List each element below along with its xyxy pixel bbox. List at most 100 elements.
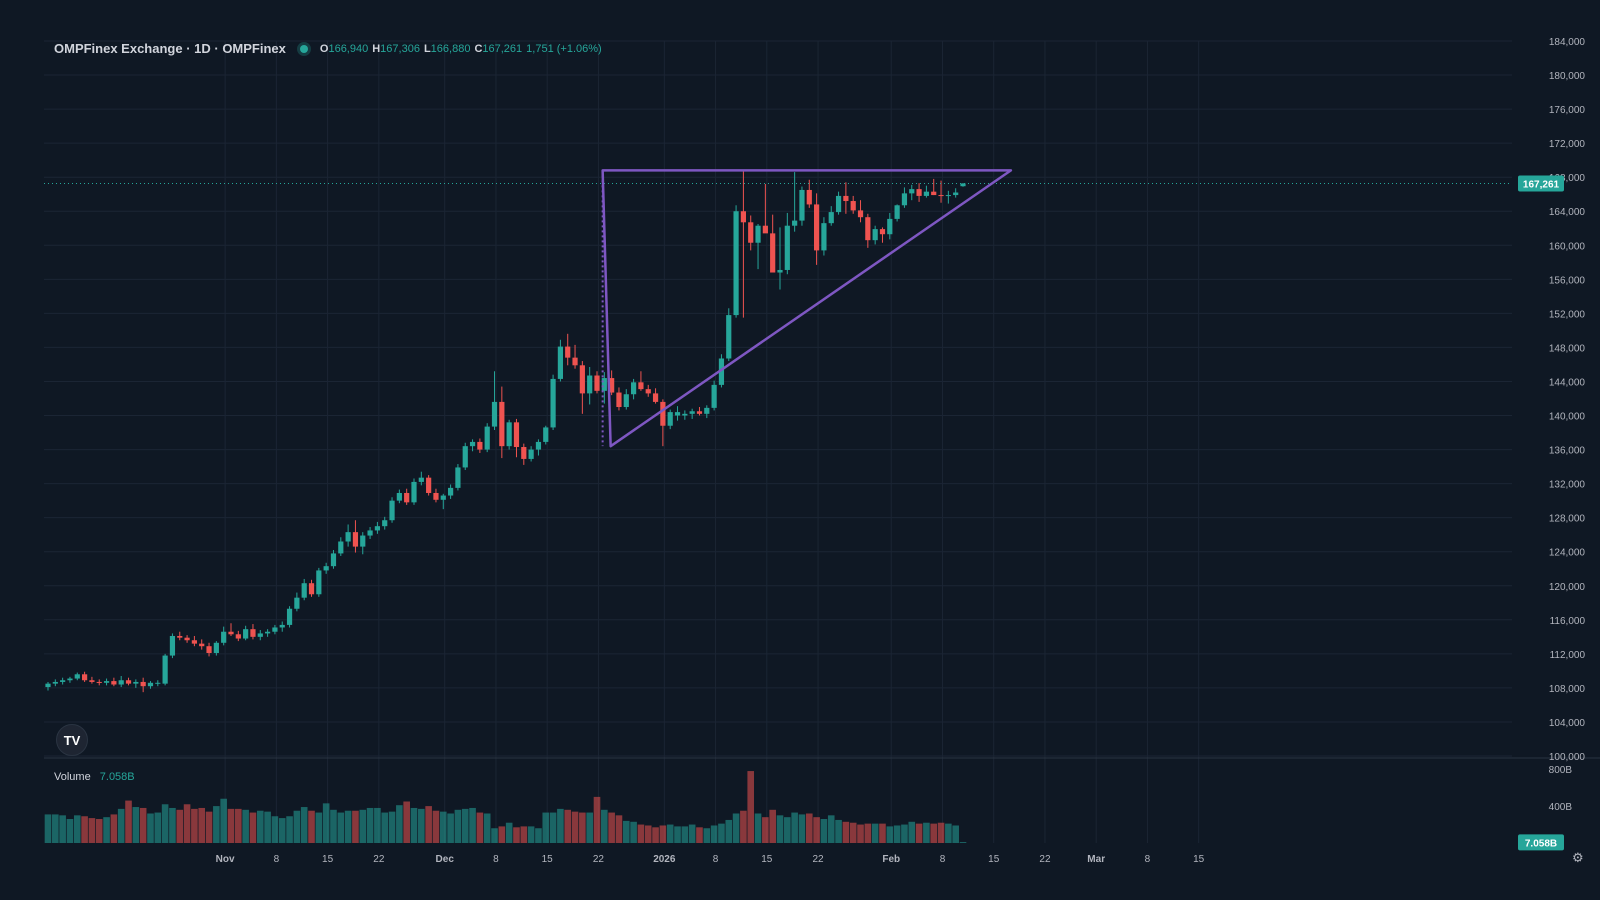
volume-bar	[776, 815, 784, 843]
ascending-triangle	[601, 169, 1013, 448]
volume-bar	[871, 823, 879, 843]
volume-bar	[498, 826, 506, 843]
candle-body	[711, 384, 717, 408]
y-tick-label: 112,000	[1550, 650, 1586, 661]
candle-body	[243, 629, 249, 639]
volume-bar	[505, 822, 513, 843]
volume-bar	[952, 825, 959, 843]
volume-bar	[59, 815, 66, 843]
candle-body	[462, 446, 468, 468]
close-value: 167,261	[482, 42, 523, 55]
volume-bar	[366, 807, 374, 843]
candle-body	[945, 195, 951, 197]
candle-body	[857, 210, 864, 218]
volume-bar	[330, 809, 337, 843]
candle-body	[740, 211, 746, 223]
volume-bar	[805, 813, 813, 843]
candle-body	[718, 358, 725, 385]
volume-bar	[740, 810, 747, 843]
volume-bar	[491, 828, 498, 843]
volume-legend[interactable]: Volume 7.058B	[54, 771, 135, 783]
candle-body	[74, 674, 80, 679]
y-tick-label: 168,000	[1549, 173, 1586, 184]
volume-bar	[359, 809, 367, 843]
volume-bar	[630, 821, 637, 843]
volume-bar	[454, 809, 462, 843]
volume-bar	[73, 815, 81, 843]
candle-body	[118, 680, 124, 685]
volume-bar	[718, 823, 725, 843]
y-tick-label: 152,000	[1549, 309, 1586, 320]
candle-body	[484, 426, 490, 450]
volume-bar	[432, 810, 440, 843]
volume-bar	[644, 825, 652, 843]
market-status-icon	[299, 44, 308, 53]
volume-bar	[586, 812, 593, 843]
volume-bar	[410, 807, 418, 843]
candle-body	[448, 487, 454, 496]
last-price-label: 167,261	[1523, 179, 1560, 190]
volume-bar	[674, 826, 681, 843]
volume-bar	[476, 812, 484, 843]
volume-bar	[754, 813, 762, 843]
symbol-title[interactable]: OMPFinex Exchange · 1D · OMPFinex	[54, 41, 286, 56]
candle-body	[323, 566, 329, 571]
y-tick-label: 108,000	[1549, 684, 1586, 695]
volume-bar	[769, 809, 776, 843]
candle-body	[367, 530, 373, 536]
candle-body	[850, 201, 856, 211]
volume-bar	[396, 805, 403, 843]
candle-body	[82, 674, 88, 681]
volume-bar	[849, 822, 857, 843]
volume-bar	[439, 811, 447, 843]
candle-body	[528, 449, 534, 459]
volume-bar	[827, 815, 835, 843]
x-tick-label: 15	[988, 854, 1000, 865]
volume-bar	[791, 812, 798, 843]
y-tick-label: 116,000	[1550, 616, 1586, 627]
volume-bar	[513, 827, 520, 843]
volume-bar	[176, 809, 184, 843]
volume-bar	[132, 807, 140, 843]
volume-bar	[652, 827, 659, 843]
volume-bar	[820, 819, 828, 843]
tradingview-logo-icon[interactable]: TV	[56, 724, 88, 756]
candle-body	[191, 640, 197, 644]
volume-bar	[857, 824, 864, 843]
candle-body	[52, 681, 58, 684]
candle-body	[770, 233, 776, 273]
candle-body	[726, 315, 732, 359]
volume-tick-label: 800B	[1549, 765, 1573, 776]
candle-body	[594, 375, 600, 391]
volume-bar	[374, 807, 381, 843]
candle-body	[865, 217, 871, 241]
volume-bar	[286, 816, 293, 843]
candle-body	[806, 189, 812, 205]
candle-body	[469, 441, 476, 447]
volume-bar	[483, 813, 491, 843]
volume-bar	[461, 808, 469, 843]
candle-body	[235, 634, 241, 639]
candle-body	[843, 195, 849, 202]
volume-bar	[564, 809, 572, 843]
candle-body	[60, 680, 66, 682]
candle-body	[330, 553, 337, 567]
gear-icon[interactable]: ⚙	[1572, 850, 1584, 865]
volume-bar	[344, 810, 352, 843]
volume-bar	[264, 811, 271, 843]
candle-body	[814, 204, 820, 251]
candle-body	[916, 189, 922, 196]
candle-body	[140, 681, 146, 687]
candle-body	[821, 223, 827, 251]
candle-body	[638, 382, 644, 390]
x-tick-label: 8	[940, 854, 946, 865]
volume-value: 7.058B	[99, 771, 135, 783]
y-tick-label: 104,000	[1549, 718, 1586, 729]
candle-body	[660, 401, 666, 426]
volume-bar	[88, 818, 96, 843]
candle-body	[762, 225, 768, 234]
volume-bar	[908, 821, 916, 843]
x-tick-label: 22	[593, 854, 605, 865]
